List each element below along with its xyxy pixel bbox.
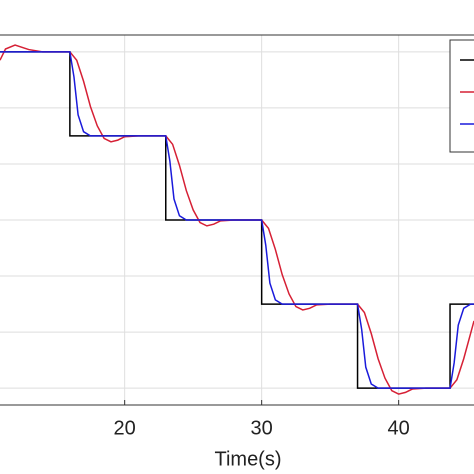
- x-axis-label: Time(s): [214, 448, 281, 470]
- series-line: [0, 51, 474, 389]
- x-tick-label: 40: [388, 417, 410, 439]
- x-tick-label: 30: [251, 417, 273, 439]
- x-tick-label: 20: [114, 417, 136, 439]
- legend-box: [449, 39, 474, 153]
- series-line: [0, 51, 474, 389]
